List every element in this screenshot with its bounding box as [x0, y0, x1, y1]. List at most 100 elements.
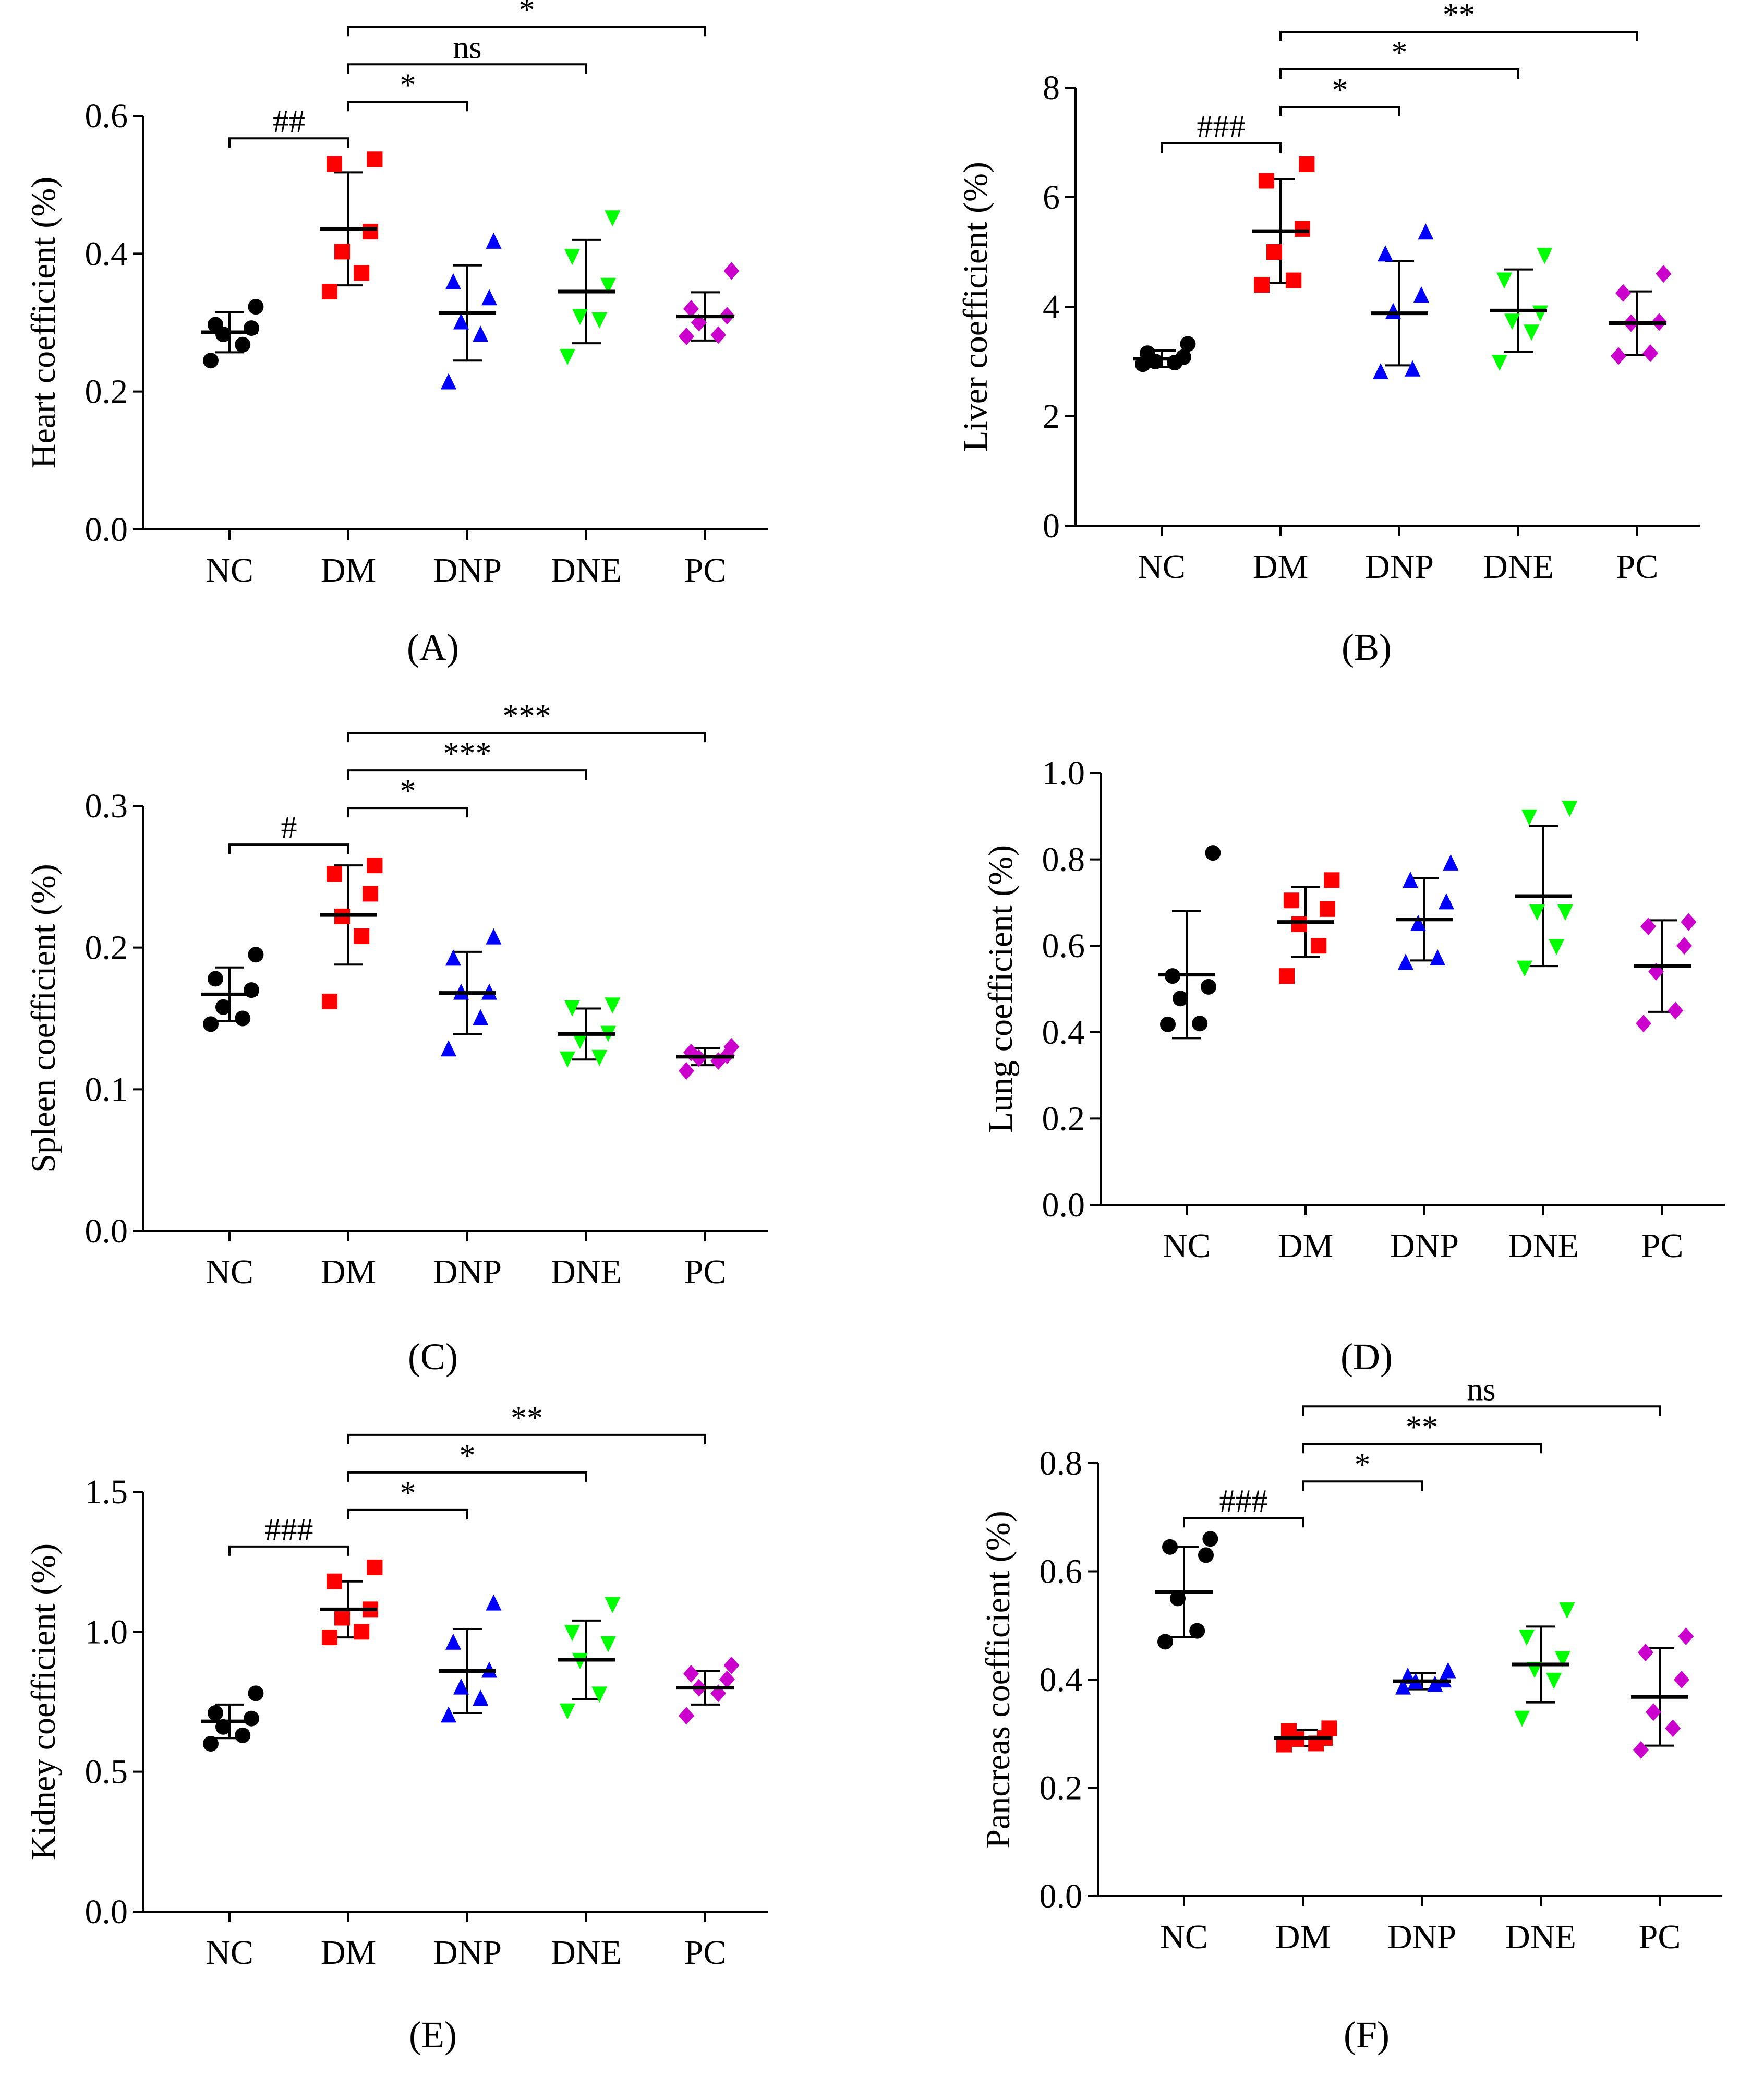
significance-label: ***	[503, 698, 551, 734]
y-tick-label: 0.6	[1042, 927, 1085, 965]
data-point-nc	[208, 1705, 223, 1721]
y-tick-label: 0.8	[1040, 1444, 1083, 1482]
data-point-pc	[1681, 913, 1697, 931]
data-point-dm	[1254, 277, 1270, 293]
data-point-nc	[235, 1010, 251, 1027]
y-tick-label: 0.1	[85, 1070, 128, 1108]
data-point-pc	[1611, 347, 1626, 365]
significance-bracket	[228, 1545, 349, 1556]
data-point-dm	[334, 244, 350, 260]
data-point-dnp	[1440, 1662, 1456, 1679]
y-tick-label: 0.0	[1040, 1877, 1083, 1915]
data-point-dne	[1517, 960, 1532, 977]
significance-label: *	[1355, 1447, 1371, 1482]
data-point-dm	[1266, 244, 1282, 260]
y-tick-label: 8	[1043, 69, 1060, 107]
data-point-dnp	[1403, 872, 1418, 888]
y-tick-label: 1.0	[1042, 754, 1085, 792]
data-point-nc	[248, 299, 264, 315]
significance-bracket	[1302, 1480, 1423, 1491]
significance-label: *	[400, 67, 416, 103]
data-point-pc	[683, 300, 699, 318]
data-point-pc	[723, 1656, 740, 1674]
y-axis-label: Heart coefficient (%)	[25, 177, 63, 468]
data-point-pc	[1615, 284, 1631, 302]
data-point-dm	[354, 265, 370, 281]
data-point-pc	[679, 327, 694, 345]
data-point-dm	[1321, 1720, 1337, 1736]
x-tick-label-dnp: DNP	[1387, 1918, 1456, 1956]
x-tick-label-pc: PC	[1616, 548, 1659, 586]
significance-label: ##	[273, 104, 305, 139]
data-point-pc	[710, 326, 727, 344]
chart-panel-e: 0.0 0.5 1.0 1.5 Kidney coefficient (%) NC DM DN…	[25, 1401, 768, 1972]
data-point-nc	[244, 1710, 259, 1727]
significance-bracket	[1161, 142, 1282, 153]
data-point-dnp	[1430, 949, 1446, 966]
y-axis-label: Liver coefficient (%)	[957, 162, 995, 452]
significance-label: *	[400, 774, 416, 809]
y-tick-label: 1.5	[85, 1473, 128, 1511]
data-point-dm	[363, 224, 378, 240]
data-point-dne	[1549, 939, 1565, 956]
significance-bracket	[347, 1471, 587, 1482]
data-point-dne	[600, 277, 616, 294]
x-tick-label-pc: PC	[1639, 1918, 1681, 1956]
data-point-dne	[572, 309, 588, 325]
data-point-nc	[1160, 1016, 1176, 1032]
panel-label-a: (A)	[407, 626, 459, 668]
significance-label: **	[1443, 0, 1475, 33]
data-point-dnp	[441, 373, 456, 390]
x-tick-label-dm: DM	[321, 1253, 376, 1291]
data-point-dnp	[445, 949, 461, 966]
y-tick-label: 0.0	[85, 511, 128, 549]
data-point-dnp	[486, 928, 502, 945]
data-point-dm	[322, 1630, 337, 1646]
x-tick-label-pc: PC	[1641, 1227, 1684, 1265]
y-tick-label: 0.4	[1042, 1013, 1085, 1052]
y-tick-label: 0.4	[1040, 1661, 1083, 1699]
significance-label: *	[460, 1438, 476, 1474]
y-tick-label: 0.6	[1040, 1553, 1083, 1591]
data-point-dm	[354, 1624, 370, 1640]
data-point-dnp	[453, 1678, 469, 1695]
y-tick-label: 0	[1043, 507, 1060, 545]
data-point-pc	[1656, 265, 1672, 283]
data-point-pc	[1668, 1001, 1684, 1020]
data-point-dne	[605, 1597, 621, 1613]
significance-label: ***	[443, 736, 492, 771]
y-tick-label: 0.0	[85, 1212, 128, 1250]
y-tick-label: 0.0	[85, 1893, 128, 1931]
significance-bracket	[347, 732, 706, 743]
data-point-dnp	[1395, 1678, 1411, 1695]
x-tick-label-nc: NC	[206, 1934, 253, 1972]
data-point-dm	[1284, 892, 1299, 909]
significance-label: ns	[1467, 1372, 1495, 1407]
data-point-dnp	[486, 1594, 502, 1611]
data-point-nc	[208, 317, 223, 333]
chart-panel-d: 0.0 0.2 0.4 0.6 0.8 1.0 Lung coefficient (%) NC…	[982, 754, 1725, 1265]
data-point-dne	[564, 249, 580, 265]
y-tick-label: 2	[1043, 397, 1060, 436]
data-point-dne	[605, 997, 621, 1014]
x-tick-label-dne: DNE	[1483, 548, 1554, 586]
panel-label-f: (F)	[1344, 2014, 1390, 2056]
significance-label: ###	[1219, 1483, 1268, 1519]
data-point-dm	[367, 151, 383, 167]
data-point-pc	[1636, 1015, 1651, 1033]
data-point-dnp	[473, 1009, 489, 1025]
data-point-dne	[1562, 801, 1578, 817]
y-tick-label: 6	[1043, 178, 1060, 216]
data-point-dne	[560, 1703, 575, 1720]
significance-bracket	[1279, 68, 1519, 79]
data-point-dm	[1291, 916, 1307, 932]
x-tick-label-nc: NC	[206, 551, 253, 589]
data-point-dm	[363, 886, 378, 902]
y-tick-label: 0.2	[1042, 1100, 1085, 1138]
x-tick-label-pc: PC	[684, 1253, 727, 1291]
data-point-dnp	[1405, 360, 1421, 377]
y-axis-label: Spleen coefficient (%)	[25, 864, 63, 1173]
y-tick-label: 0.2	[85, 929, 128, 967]
data-point-dm	[1299, 156, 1315, 172]
